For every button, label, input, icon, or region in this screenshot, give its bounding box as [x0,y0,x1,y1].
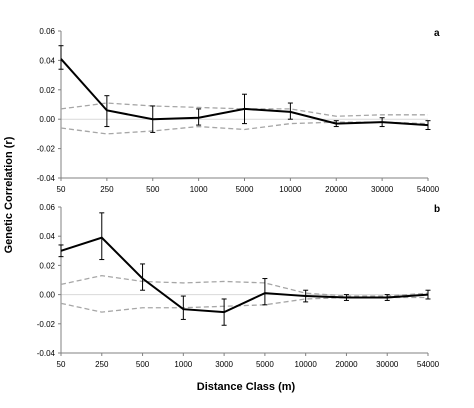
x-tick-label: 20000 [325,185,348,194]
y-tick-label: 0.00 [39,115,55,124]
y-tick-label: 0.06 [39,203,55,212]
observed-correlation-line [60,58,429,127]
x-tick-label: 1000 [190,185,208,194]
x-tick-label: 250 [100,185,114,194]
y-tick-label: -0.04 [37,349,56,358]
x-tick-label: 30000 [371,185,394,194]
x-tick-label: 10000 [279,185,302,194]
x-axis-label: Distance Class (m) [197,381,296,393]
observed-correlation-line [60,236,429,314]
x-tick-label: 5000 [256,360,274,369]
panel-label: a [434,28,440,39]
x-tick-label: 250 [95,360,109,369]
y-tick-label: -0.04 [37,174,56,183]
y-tick-label: 0.06 [39,27,55,36]
x-tick-label: 50 [57,185,66,194]
y-tick-label: -0.02 [37,145,56,154]
x-tick-label: 3000 [215,360,233,369]
y-axis-label: Genetic Correlation (r) [3,136,15,253]
x-tick-label: 500 [136,360,150,369]
x-tick-label: 54000 [417,185,440,194]
x-tick-label: 30000 [376,360,399,369]
x-tick-label: 5000 [236,185,254,194]
x-tick-label: 54000 [417,360,440,369]
lower-envelope-line [60,296,428,313]
x-tick-label: 500 [146,185,160,194]
y-tick-label: -0.02 [37,320,56,329]
upper-envelope-line [60,274,429,297]
x-tick-label: 10000 [295,360,318,369]
panel-label: b [434,204,440,215]
x-tick-label: 1000 [174,360,192,369]
x-tick-label: 50 [57,360,66,369]
y-tick-label: 0.04 [39,56,55,65]
y-tick-label: 0.02 [39,86,55,95]
y-tick-label: 0.04 [39,232,55,241]
y-tick-label: 0.00 [39,291,55,300]
x-tick-label: 20000 [335,360,358,369]
y-tick-label: 0.02 [39,261,55,270]
